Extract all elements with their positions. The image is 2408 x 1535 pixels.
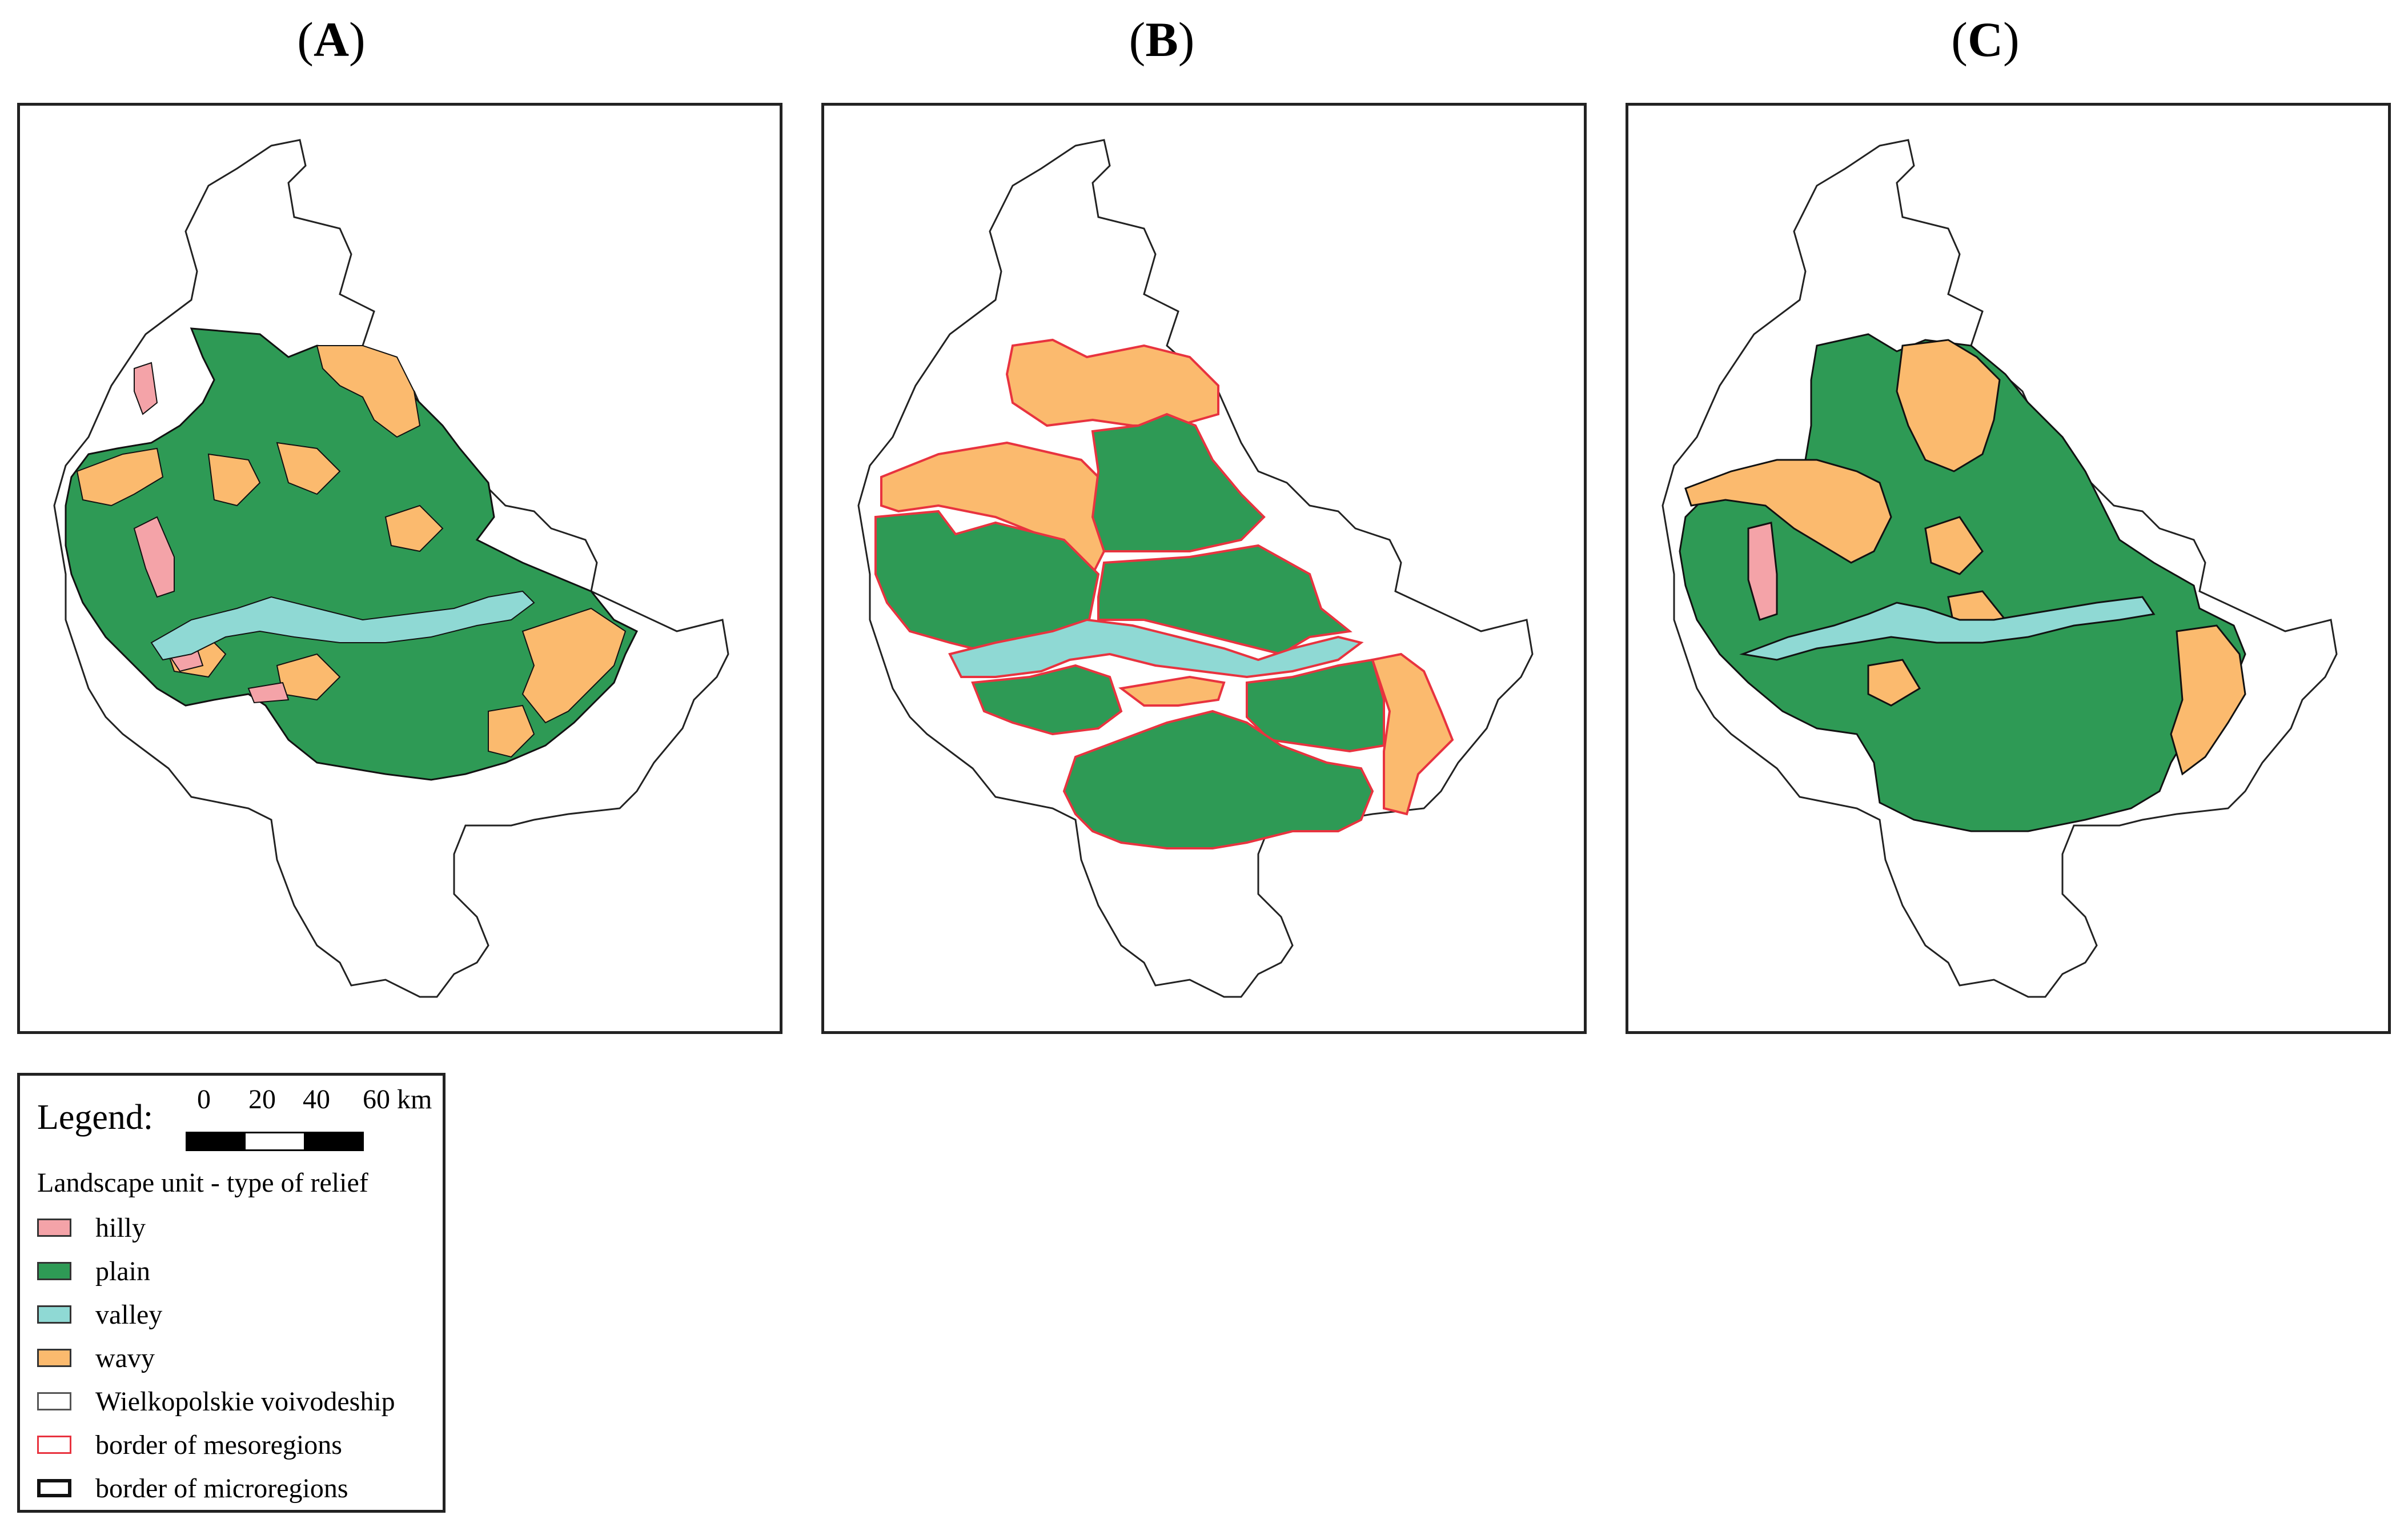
plain-mesoregion-north-center bbox=[1091, 412, 1266, 552]
wavy-region-c bbox=[1924, 516, 1984, 575]
legend-title: Legend: bbox=[37, 1098, 154, 1137]
wavy-region-c bbox=[1896, 339, 2001, 472]
hilly-region-a bbox=[133, 516, 175, 598]
mesoregion-border-swatch bbox=[37, 1436, 71, 1454]
map-c-svg bbox=[1661, 139, 2338, 998]
panel-title-b: (B) bbox=[1129, 12, 1195, 67]
scale-tick-60km: 60 km bbox=[363, 1084, 432, 1115]
valley-region-c bbox=[1739, 596, 2156, 661]
wavy-swatch bbox=[37, 1349, 71, 1367]
scale-bar-ticks: 0 20 40 60 km bbox=[186, 1084, 443, 1118]
hilly-region-c bbox=[1747, 522, 1778, 621]
legend-item-hilly: hilly bbox=[37, 1206, 395, 1249]
legend-items: hilly plain valley wavy Wielkopolskie vo… bbox=[37, 1206, 395, 1510]
panel-title-c: (C) bbox=[1951, 12, 2020, 67]
valley-swatch bbox=[37, 1305, 71, 1324]
legend-label: Wielkopolskie voivodeship bbox=[95, 1386, 395, 1417]
legend-label: wavy bbox=[95, 1342, 155, 1373]
plain-region-c bbox=[1679, 333, 2246, 832]
legend-item-microregions: border of microregions bbox=[37, 1466, 395, 1510]
plain-mesoregion-south bbox=[1062, 710, 1374, 849]
legend-label: border of mesoregions bbox=[95, 1429, 342, 1460]
wavy-region-a bbox=[276, 442, 341, 495]
map-legend: Legend: 0 20 40 60 km Landscape unit - t… bbox=[17, 1073, 446, 1513]
wavy-region-a bbox=[488, 704, 535, 758]
wavy-region-c bbox=[1684, 459, 1892, 564]
panel-title-a: (A) bbox=[297, 12, 366, 67]
wavy-region-a bbox=[76, 447, 164, 507]
scale-segment-1 bbox=[187, 1133, 246, 1149]
scale-tick-20: 20 bbox=[248, 1084, 276, 1115]
valley-mesoregion bbox=[948, 618, 1364, 679]
wavy-region-c bbox=[1867, 659, 1921, 707]
map-b-svg bbox=[857, 139, 1534, 998]
hilly-region-a bbox=[134, 362, 158, 415]
plain-mesoregion-center bbox=[1097, 544, 1353, 656]
scale-tick-40: 40 bbox=[303, 1084, 330, 1115]
valley-region-a bbox=[150, 590, 535, 661]
plain-mesoregion-southwest bbox=[971, 664, 1123, 736]
scale-segment-2 bbox=[246, 1133, 304, 1149]
legend-label: plain bbox=[95, 1256, 150, 1286]
microregion-border-swatch bbox=[37, 1479, 71, 1497]
legend-label: border of microregions bbox=[95, 1473, 348, 1504]
legend-item-voivodeship: Wielkopolskie voivodeship bbox=[37, 1380, 395, 1423]
wavy-mesoregion-center bbox=[1118, 675, 1226, 707]
wavy-region-a bbox=[384, 504, 444, 552]
legend-subtitle: Landscape unit - type of relief bbox=[37, 1168, 368, 1198]
legend-item-plain: plain bbox=[37, 1249, 395, 1293]
legend-label: hilly bbox=[95, 1212, 146, 1243]
scale-bar bbox=[186, 1132, 364, 1151]
legend-item-wavy: wavy bbox=[37, 1336, 395, 1380]
map-panel-b bbox=[821, 103, 1587, 1034]
legend-item-mesoregions: border of mesoregions bbox=[37, 1423, 395, 1466]
plain-swatch bbox=[37, 1262, 71, 1280]
wavy-region-a bbox=[521, 607, 627, 724]
legend-item-valley: valley bbox=[37, 1293, 395, 1336]
hilly-region-a bbox=[247, 682, 290, 704]
wavy-mesoregion-east bbox=[1371, 652, 1454, 816]
legend-label: valley bbox=[95, 1299, 163, 1330]
scale-segment-3 bbox=[304, 1133, 362, 1149]
scale-tick-0: 0 bbox=[197, 1084, 211, 1115]
map-panel-a bbox=[17, 103, 782, 1034]
voivodeship-swatch bbox=[37, 1392, 71, 1410]
wavy-region-a bbox=[316, 345, 421, 438]
map-a-svg bbox=[53, 139, 729, 998]
hilly-swatch bbox=[37, 1219, 71, 1237]
wavy-region-a bbox=[207, 453, 261, 507]
map-panel-c bbox=[1626, 103, 2391, 1034]
wavy-mesoregion-north bbox=[1005, 338, 1219, 427]
wavy-region-c bbox=[2170, 624, 2246, 776]
